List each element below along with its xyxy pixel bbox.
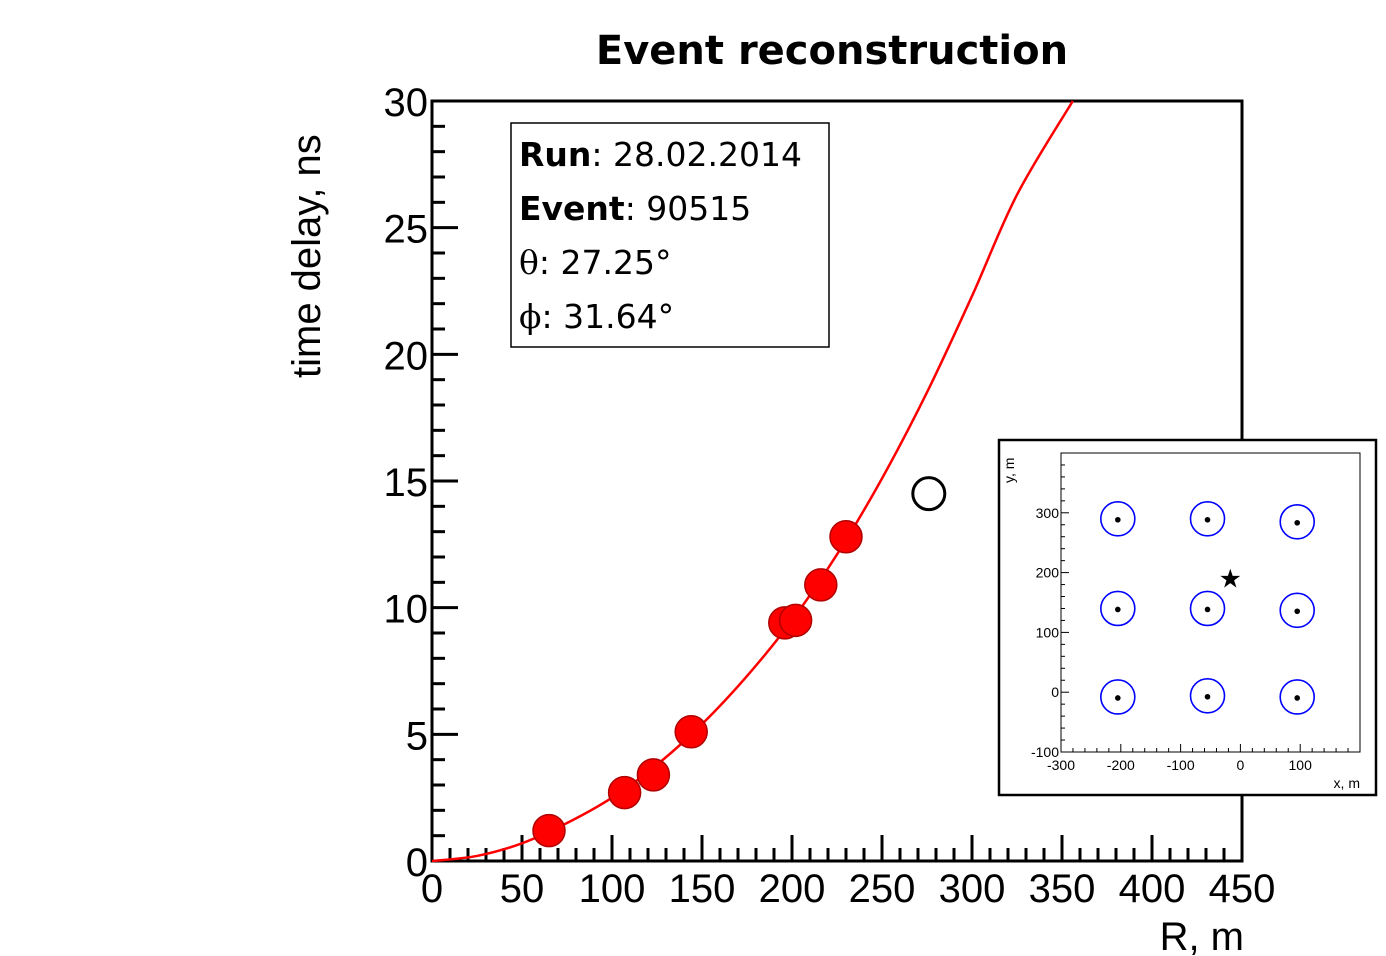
data-point [607, 775, 642, 810]
theta-line: θ: 27.25° [519, 243, 671, 282]
inset-axis-ticks [1060, 452, 1361, 753]
x-tick-label: 0 [421, 867, 443, 911]
detector-ring [1279, 679, 1316, 715]
detector [1189, 590, 1226, 627]
x-tick-label: 100 [579, 867, 646, 911]
y-tick-label: 5 [406, 714, 428, 758]
x-tick-label: 350 [1029, 867, 1096, 911]
inset-x-tick-label: 100 [1289, 757, 1313, 773]
main-plot: 0 50 100 150 200 250 300 350 400 450051015202530 … [285, 81, 1275, 956]
detector-ring [1189, 590, 1226, 627]
detector-ring [1100, 500, 1136, 537]
detector-center [1115, 695, 1121, 701]
x-tick-label: 50 [500, 867, 545, 911]
y-tick-label: 15 [384, 461, 429, 505]
chart-title: Event reconstruction [596, 28, 1068, 74]
theta-value: : 27.25° [539, 243, 672, 282]
detector-center [1115, 606, 1121, 613]
theta-symbol: θ [519, 243, 539, 282]
detector-map-inset: -300 -200 -100 0 100 -100 0 100 200 300 ★ x, m y,… [997, 438, 1378, 797]
event-value: : 90515 [625, 189, 752, 228]
detector-ring [1279, 592, 1316, 629]
detector-center [1294, 608, 1301, 615]
y-tick-label: 30 [384, 81, 429, 125]
detector [1100, 500, 1136, 537]
y-tick-label: 10 [384, 588, 429, 632]
data-point [804, 568, 838, 602]
data-point [674, 715, 708, 749]
phi-symbol: ϕ [519, 297, 542, 336]
inset-x-tick-label: -100 [1167, 757, 1195, 773]
data-points-group [532, 476, 947, 848]
inset-plot-frame [1060, 452, 1361, 753]
inset-frame [997, 438, 1378, 797]
detector [1189, 677, 1226, 714]
data-point [778, 603, 813, 638]
x-axis-label: R, m [1160, 915, 1244, 956]
event-label: Event [519, 189, 625, 228]
inset-y-axis-label: y, m [1001, 458, 1017, 483]
inset-x-tick-label: -300 [1047, 757, 1075, 773]
detector [1279, 503, 1316, 540]
phi-value: : 31.64° [542, 297, 675, 336]
event-line: Event: 90515 [519, 189, 751, 228]
info-box: Run: 28.02.2014 Event: 90515 θ: 27.25° ϕ… [510, 122, 830, 348]
detector-ring [1189, 500, 1226, 537]
x-tick-label: 250 [849, 867, 916, 911]
y-tick-label: 0 [406, 841, 428, 885]
y-tick-label: 25 [384, 208, 429, 252]
x-tick-label: 150 [669, 867, 736, 911]
x-tick-label: 400 [1119, 867, 1186, 911]
detector-center [1294, 695, 1301, 701]
inset-tick-labels: -300 -200 -100 0 100 -100 0 100 200 300 [1031, 505, 1312, 773]
inset-x-tick-label: 0 [1237, 757, 1245, 773]
detector-ring [1279, 503, 1316, 540]
data-point [829, 519, 863, 554]
main-tick-labels: 0 50 100 150 200 250 300 350 400 450 0 5 10 15 20 25 30 [384, 81, 1276, 911]
main-axis-ticks [430, 99, 1244, 863]
shower-core-star: ★ [1219, 564, 1242, 594]
run-label: Run [519, 135, 591, 174]
data-point [532, 813, 566, 848]
detector-center [1204, 606, 1211, 613]
inset-y-tick-label: -100 [1031, 744, 1059, 760]
detector [1100, 679, 1136, 715]
run-line: Run: 28.02.2014 [519, 135, 802, 174]
inset-x-tick-label: -200 [1107, 757, 1135, 773]
phi-line: ϕ: 31.64° [519, 297, 674, 336]
inset-y-tick-label: 0 [1051, 684, 1059, 700]
excluded-data-point [911, 476, 947, 512]
inset-x-axis-label: x, m [1334, 775, 1360, 791]
x-tick-label: 450 [1209, 867, 1276, 911]
detector-center [1204, 693, 1211, 700]
data-point [636, 758, 671, 792]
detector [1189, 500, 1226, 537]
detector-ring [1189, 677, 1226, 714]
run-value: : 28.02.2014 [591, 135, 802, 174]
detector [1279, 592, 1316, 629]
detector-center [1115, 516, 1121, 523]
inset-y-tick-label: 300 [1036, 505, 1060, 521]
detector [1279, 679, 1316, 715]
detector-ring [1100, 679, 1136, 715]
detector-center [1204, 516, 1211, 523]
inset-y-tick-label: 100 [1036, 624, 1060, 640]
info-box-frame [510, 122, 830, 348]
y-tick-label: 20 [384, 334, 429, 378]
x-tick-label: 300 [939, 867, 1006, 911]
y-axis-label: time delay, ns [285, 134, 329, 378]
detector-center [1294, 519, 1301, 526]
x-tick-label: 200 [759, 867, 826, 911]
inset-y-tick-label: 200 [1036, 565, 1060, 581]
detectors-group [1100, 500, 1316, 715]
detector [1100, 590, 1136, 627]
detector-ring [1100, 590, 1136, 627]
